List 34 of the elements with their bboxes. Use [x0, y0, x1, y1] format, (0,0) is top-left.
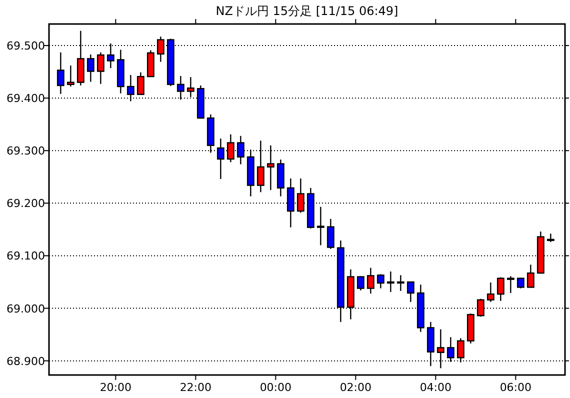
candlestick — [86, 54, 94, 82]
candlestick — [406, 281, 414, 303]
x-tick-label: 04:00 — [420, 381, 452, 394]
candlestick — [386, 270, 394, 293]
y-tick-label: 69.300 — [6, 144, 45, 158]
candlestick — [56, 52, 64, 94]
candlestick — [516, 277, 524, 289]
x-tick-label: 06:00 — [500, 381, 532, 394]
chart-title: NZドル円 15分足 [11/15 06:49] — [216, 4, 398, 18]
candlestick — [496, 276, 504, 302]
x-tick-label: 22:00 — [180, 381, 212, 394]
candlestick — [66, 64, 74, 88]
x-tick-label: 00:00 — [260, 381, 292, 394]
x-tick-label: 02:00 — [340, 381, 372, 394]
y-tick-label: 69.100 — [6, 250, 45, 263]
y-tick-label: 69.000 — [6, 302, 45, 316]
candlestick — [316, 206, 324, 246]
candlestick — [146, 50, 154, 78]
y-tick-label: 68.900 — [6, 354, 45, 368]
candlestick — [376, 274, 384, 289]
candlestick — [136, 72, 144, 96]
y-tick-label: 69.500 — [6, 40, 45, 53]
y-tick-label: 69.200 — [6, 197, 45, 210]
candlestick — [326, 218, 334, 250]
candlestick — [526, 264, 534, 288]
candlestick — [486, 282, 494, 303]
x-tick-label: 20:00 — [100, 381, 132, 394]
candlestick — [546, 233, 554, 243]
candlestick — [396, 274, 404, 292]
candlestick — [96, 52, 104, 84]
candlestick — [366, 267, 374, 294]
y-tick-label: 69.400 — [6, 92, 45, 106]
candlestick — [506, 276, 514, 294]
candlestick — [356, 276, 364, 292]
